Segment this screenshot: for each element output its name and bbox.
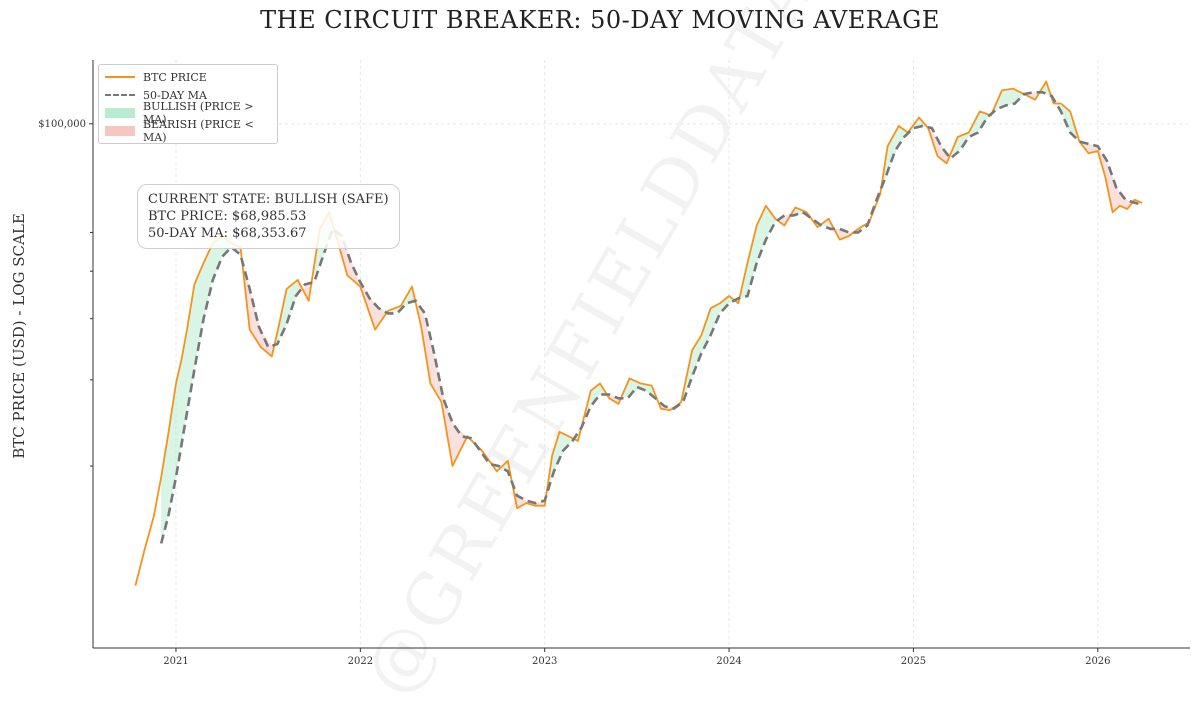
bullish-fill	[729, 295, 739, 304]
bullish-fill	[203, 243, 213, 319]
legend: BTC PRICE 50-DAY MA BULLISH (PRICE > MA)…	[98, 64, 278, 144]
bullish-fill	[1013, 88, 1025, 104]
bullish-fill	[175, 359, 182, 477]
bullish-fill	[559, 431, 569, 459]
bearish-fill	[375, 304, 388, 330]
ma-swatch	[105, 89, 135, 101]
x-tick-label-2026: 2026	[1085, 656, 1110, 667]
bullish-fill	[161, 431, 169, 544]
chart-title: THE CIRCUIT BREAKER: 50-DAY MOVING AVERA…	[260, 6, 940, 34]
current-ma-text: 50-DAY MA: $68,353.67	[148, 226, 307, 241]
y-tick-label-0: $100,000	[38, 119, 86, 130]
chart-canvas: 2021 2022 2023 2024 2025 2026 $100,000	[38, 60, 1190, 667]
legend-label-price: BTC PRICE	[143, 70, 207, 84]
bearish-fill	[1105, 157, 1113, 213]
legend-label-bullish: BULLISH (PRICE > MA)	[143, 100, 254, 126]
bearish-fill	[452, 422, 468, 467]
bullish-fill	[756, 205, 766, 263]
bullish-fill	[692, 335, 702, 377]
bullish-fill	[747, 225, 757, 296]
x-tick-label-2024: 2024	[716, 656, 741, 667]
bullish-fill	[640, 383, 652, 396]
current-state-box: CURRENT STATE: BULLISH (SAFE) BTC PRICE:…	[137, 184, 400, 249]
bullish-fill	[187, 284, 195, 413]
bearish-swatch	[105, 126, 135, 136]
legend-item-bearish: BEARISH (PRICE < MA)	[105, 118, 271, 144]
bullish-fill	[286, 279, 298, 325]
bullish-fill	[552, 431, 560, 478]
bullish-fill	[194, 262, 204, 370]
bullish-fill	[765, 205, 776, 240]
bullish-fill	[710, 303, 720, 336]
bullish-fill	[701, 308, 711, 354]
bullish-swatch	[105, 108, 135, 118]
x-tick-label-2021: 2021	[163, 656, 188, 667]
bullish-fill	[1053, 99, 1061, 112]
current-price-text: BTC PRICE: $68,985.53	[148, 209, 307, 224]
grid-layer	[93, 60, 1190, 648]
bullish-fill	[1001, 88, 1014, 108]
x-tick-label-2023: 2023	[532, 656, 557, 667]
bearish-fill	[517, 495, 527, 509]
fill-layer	[161, 81, 1143, 544]
price-swatch	[105, 71, 135, 83]
legend-item-price: BTC PRICE	[105, 68, 271, 86]
legend-item-ma: 50-DAY MA	[105, 86, 271, 104]
ma-50-day-line	[159, 91, 1143, 544]
bullish-fill	[898, 125, 908, 146]
bullish-fill	[957, 132, 969, 153]
x-tick-label-2025: 2025	[901, 656, 926, 667]
axes-layer: 2021 2022 2023 2024 2025 2026 $100,000	[38, 60, 1190, 667]
x-tick-label-2022: 2022	[348, 656, 373, 667]
legend-label-ma: 50-DAY MA	[143, 88, 207, 102]
legend-label-bearish: BEARISH (PRICE < MA)	[143, 118, 254, 144]
current-state-text: CURRENT STATE: BULLISH (SAFE)	[148, 192, 389, 207]
legend-item-bullish: BULLISH (PRICE > MA)	[105, 100, 271, 126]
btc-price-line	[134, 80, 1143, 586]
